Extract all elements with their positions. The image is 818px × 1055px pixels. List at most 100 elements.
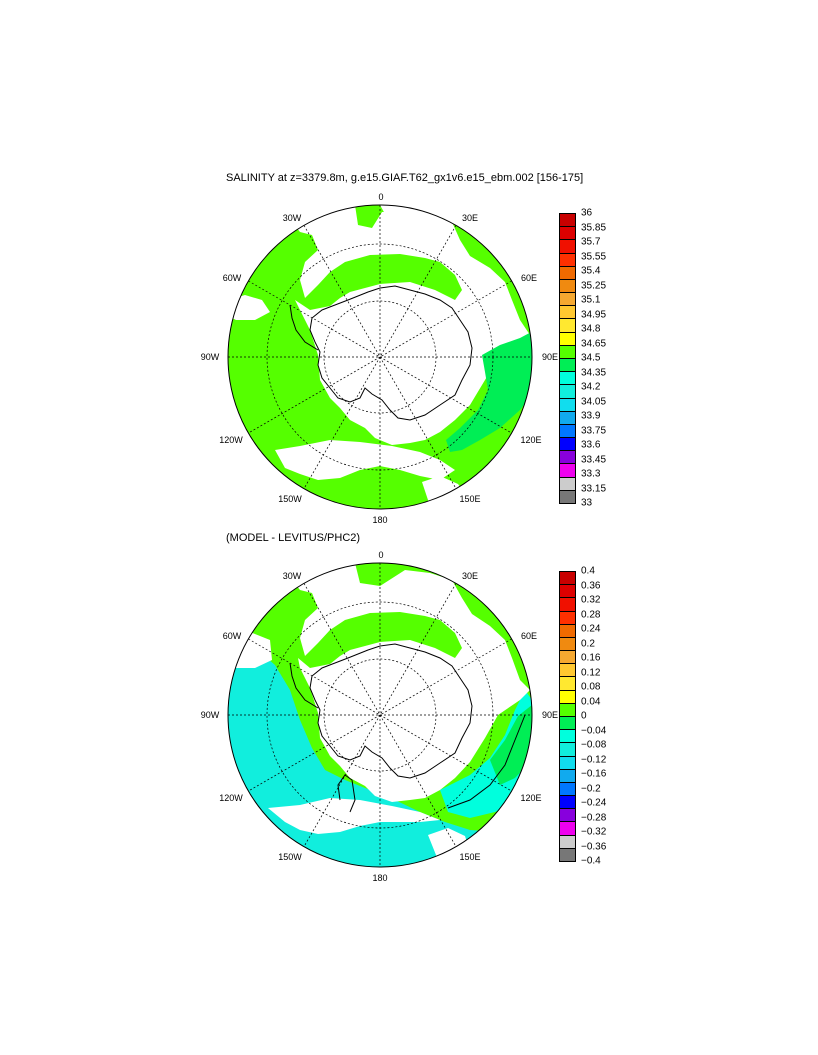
colorbar-swatch: [559, 213, 576, 228]
antarctic-peninsula: [289, 304, 319, 351]
lon-label: 180: [372, 515, 388, 525]
colorbar-swatch: [559, 384, 576, 399]
colorbar-tick-label: 34.2: [581, 381, 601, 393]
colorbar-tick-label: −0.12: [581, 754, 607, 765]
colorbar-tick-label: 34.35: [581, 367, 607, 378]
colorbar-swatch: [559, 768, 576, 783]
lon-label: 90E: [541, 352, 559, 362]
colorbar-swatch: [559, 571, 576, 586]
colorbar-swatch: [559, 278, 576, 294]
colorbar-tick-label: 0.08: [581, 681, 601, 693]
colorbar-swatch: [559, 795, 576, 810]
contour-line: [337, 774, 356, 813]
colorbar-swatch: [559, 305, 576, 320]
colorbar-swatch: [559, 636, 576, 652]
colorbar-swatch: [559, 650, 576, 665]
colorbar-tick-label: −0.36: [581, 841, 607, 852]
lon-label: 120W: [219, 793, 243, 803]
colorbar-tick-label: 0.24: [581, 623, 601, 635]
colorbar-tick-label: 36: [581, 207, 593, 219]
colorbar-swatch: [559, 847, 576, 862]
colorbar-swatch: [559, 834, 576, 849]
lon-label: 60W: [222, 273, 242, 283]
graticule: [228, 563, 532, 867]
colorbar-tick-label: 0.16: [581, 652, 601, 664]
colorbar-swatch: [559, 781, 576, 797]
colorbar-swatch: [559, 623, 576, 638]
colorbar-tick-label: 0.12: [581, 667, 601, 678]
colorbar-tick-label: −0.08: [581, 739, 607, 751]
colorbar-swatch: [559, 663, 576, 678]
colorbar-swatch: [559, 292, 576, 307]
lon-label: 150W: [278, 494, 302, 504]
colorbar-swatch: [559, 397, 576, 412]
colorbar-tick-label: 35.85: [581, 222, 607, 233]
colorbar-tick-label: 34.95: [581, 309, 607, 320]
lon-label: 120W: [219, 435, 243, 445]
colorbar-tick-label: −0.04: [581, 725, 607, 736]
colorbar-tick-label: −0.32: [581, 826, 607, 838]
colorbar-swatch: [559, 423, 576, 439]
lon-label: 60W: [222, 631, 242, 641]
colorbar-swatch: [559, 597, 576, 612]
colorbar-swatch: [559, 742, 576, 757]
lon-label: 150W: [278, 852, 302, 862]
colorbar-swatch: [559, 371, 576, 386]
colorbar-tick-label: 34.5: [581, 352, 601, 364]
colorbar-swatch: [559, 265, 576, 280]
contour-line: [447, 714, 526, 809]
antarctic-peninsula: [289, 662, 319, 709]
lon-label: 30E: [461, 571, 479, 581]
panel-2-title: (MODEL - LEVITUS/PHC2): [226, 532, 361, 544]
lon-label: 30E: [461, 213, 479, 223]
lon-label: 30W: [282, 213, 302, 223]
colorbar-tick-label: 35.7: [581, 236, 601, 248]
colorbar-swatch: [559, 437, 576, 452]
colorbar-swatch: [559, 318, 576, 333]
colorbar-swatch: [559, 808, 576, 823]
colorbar-tick-label: −0.28: [581, 812, 607, 823]
colorbar-tick-label: −0.24: [581, 797, 607, 809]
colorbar-swatch: [559, 450, 576, 465]
colorbar-tick-label: 0.2: [581, 638, 595, 649]
colorbar-swatch: [559, 463, 576, 478]
lon-label: 90W: [200, 710, 220, 720]
antarctica-land: [309, 643, 473, 779]
lon-label: 90W: [200, 352, 220, 362]
colorbar-tick-label: 34.05: [581, 396, 607, 407]
colorbar-tick-label: 33: [581, 497, 593, 509]
colorbar-swatch: [559, 344, 576, 359]
colorbar-tick-label: 0.32: [581, 594, 601, 606]
colorbar-tick-label: 0.04: [581, 696, 601, 707]
colorbar-tick-label: 33.9: [581, 410, 601, 422]
map-boundary: [227, 562, 533, 868]
colorbar-swatch: [559, 358, 576, 373]
lon-label: 60E: [520, 631, 538, 641]
colorbar-tick-label: 33.15: [581, 483, 607, 494]
colorbar-swatch: [559, 252, 576, 267]
colorbar-tick-label: 33.75: [581, 425, 607, 436]
colorbar-tick-label: −0.4: [581, 855, 601, 867]
graticule: [228, 205, 532, 509]
lon-label: 30W: [282, 571, 302, 581]
colorbar-tick-label: 33.3: [581, 468, 601, 480]
colorbar-swatch: [559, 689, 576, 704]
colorbar-swatch: [559, 821, 576, 836]
colorbar-tick-label: 34.65: [581, 338, 607, 349]
colorbar-swatch: [559, 584, 576, 599]
colorbar-swatch: [559, 331, 576, 346]
colorbar-swatch: [559, 239, 576, 254]
colorbar-tick-label: 33.6: [581, 439, 601, 451]
colorbar-swatch: [559, 676, 576, 691]
colorbar-swatch: [559, 610, 576, 625]
colorbar-swatch: [559, 226, 576, 241]
colorbar-swatch: [559, 410, 576, 425]
antarctica-land: [309, 285, 473, 421]
colorbar-tick-label: 35.55: [581, 251, 607, 262]
colorbar-swatch: [559, 489, 576, 504]
lon-label: 150E: [459, 494, 481, 504]
colorbar-tick-label: 35.1: [581, 294, 601, 306]
panel-1-title: SALINITY at z=3379.8m, g.e15.GIAF.T62_gx…: [226, 172, 584, 184]
colorbar-tick-label: 0.28: [581, 609, 601, 620]
